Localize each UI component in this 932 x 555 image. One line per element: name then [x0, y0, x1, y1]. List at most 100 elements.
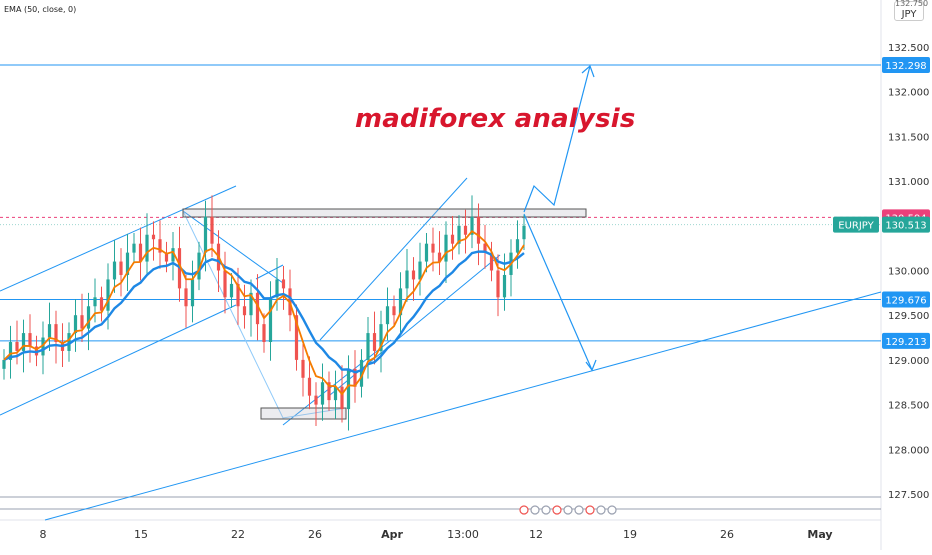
candle-body	[294, 315, 299, 360]
candle-body	[93, 297, 97, 307]
candle-body	[229, 283, 234, 298]
x-tick-label: 22	[231, 528, 245, 541]
candle-body	[340, 386, 344, 410]
x-tick-label: Apr	[381, 528, 403, 541]
candle-body	[405, 270, 409, 289]
candle-body	[424, 243, 429, 262]
candle-body	[236, 283, 240, 307]
candle-body	[470, 216, 474, 235]
candle-body	[314, 395, 318, 405]
candle-body	[203, 216, 208, 253]
candle-body	[450, 234, 455, 244]
candle-body	[411, 270, 416, 280]
x-tick-label: 26	[308, 528, 322, 541]
chart-title: madiforex analysis	[355, 104, 636, 134]
candle-body	[307, 377, 312, 396]
event-marker-icon	[530, 505, 540, 515]
y-tick-label: 131.500	[888, 132, 929, 143]
candle-body	[106, 279, 110, 311]
candle-body	[515, 239, 520, 253]
candle-body	[164, 252, 169, 262]
candle-body	[398, 288, 403, 316]
candle-body	[138, 243, 143, 262]
candle-body	[2, 359, 6, 369]
y-tick-label: 129.000	[888, 356, 929, 367]
support-zone	[260, 407, 347, 420]
trendline	[255, 264, 284, 280]
price-label-text: 130.513	[885, 221, 926, 232]
y-tick-label: 132.000	[888, 88, 929, 99]
candle-body	[210, 216, 214, 244]
candle-body	[73, 315, 78, 334]
candle-body	[320, 382, 325, 405]
trendline	[182, 210, 284, 284]
x-tick-label: 13:00	[447, 528, 479, 541]
candle-body	[255, 292, 260, 325]
candle-body	[249, 292, 253, 316]
price-label-box	[882, 291, 930, 308]
candle-body	[385, 306, 390, 325]
y-tick-label: 127.500	[888, 490, 929, 501]
candle-body	[158, 239, 162, 253]
candle-body	[67, 333, 71, 351]
candle-body	[346, 368, 351, 410]
x-tick-label: 8	[40, 528, 47, 541]
candle-body	[112, 261, 117, 280]
pattern-line	[182, 210, 347, 419]
trendline	[0, 304, 237, 416]
candle-body	[281, 279, 286, 289]
candle-body	[171, 248, 175, 262]
candle-body	[522, 225, 526, 240]
candle-body	[457, 225, 461, 244]
candle-body	[379, 324, 383, 351]
ema-slow-line	[3, 250, 525, 374]
y-tick-label: 128.500	[888, 401, 929, 412]
event-marker-icon	[607, 505, 617, 515]
candle-body	[41, 337, 45, 356]
candle-body	[327, 382, 331, 401]
candle-body	[502, 274, 507, 298]
candle-body	[275, 279, 279, 298]
ema-fast-line	[3, 230, 525, 396]
candle-body	[476, 216, 481, 244]
price-label-box	[882, 332, 930, 349]
candle-body	[483, 243, 487, 253]
candle-body	[47, 324, 52, 338]
price-label-text: 129.213	[885, 337, 926, 348]
event-marker-icon	[552, 505, 562, 515]
candle-body	[496, 270, 500, 298]
trendline	[319, 177, 468, 341]
candle-body	[418, 261, 422, 280]
x-tick-label: 26	[720, 528, 734, 541]
candle-body	[132, 243, 136, 253]
event-marker-icon	[574, 505, 584, 515]
symbol-label-text: EURJPY	[838, 221, 874, 232]
bearish-projection	[523, 213, 593, 371]
candle-body	[8, 342, 13, 360]
candle-body	[145, 234, 149, 262]
candle-body	[125, 252, 130, 275]
candle-body	[268, 297, 273, 343]
trendline	[0, 185, 237, 292]
candle-body	[366, 333, 370, 360]
candle-body	[54, 324, 58, 343]
candle-body	[353, 368, 357, 387]
candle-body	[80, 315, 84, 329]
x-tick-label: 15	[134, 528, 148, 541]
indicator-legend: EMA (50, close, 0)	[4, 5, 77, 14]
currency-badge[interactable]: 132.750 JPY	[894, 0, 929, 21]
y-tick-label: 130.000	[888, 267, 929, 278]
candle-body	[99, 297, 104, 311]
candle-body	[197, 252, 201, 280]
arrow-head-down	[585, 359, 597, 372]
y-tick-label: 129.500	[888, 311, 929, 322]
trendline	[44, 291, 882, 521]
y-tick-label: 128.000	[888, 445, 929, 456]
currency-badge-top: 132.750	[895, 0, 929, 8]
candle-body	[15, 342, 19, 351]
candle-body	[301, 359, 305, 378]
event-marker-icon	[563, 505, 573, 515]
candle-body	[392, 306, 396, 316]
